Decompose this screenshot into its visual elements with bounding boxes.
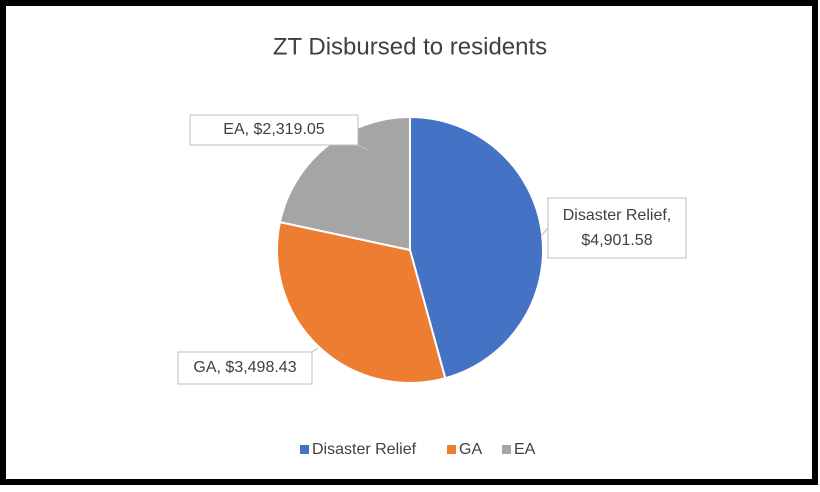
legend-swatch bbox=[447, 445, 456, 454]
legend-label: EA bbox=[514, 441, 536, 458]
pie-slice bbox=[276, 220, 447, 384]
leader-line bbox=[311, 347, 319, 353]
pie-slice bbox=[409, 115, 544, 380]
legend-swatch bbox=[502, 445, 511, 454]
legend-label: Disaster Relief bbox=[312, 441, 417, 458]
legend-swatch bbox=[300, 445, 309, 454]
data-label: Disaster Relief, $4,901.58 bbox=[563, 207, 671, 249]
legend-label: GA bbox=[459, 441, 482, 458]
data-label: EA, $2,319.05 bbox=[223, 121, 325, 138]
data-label-box bbox=[177, 351, 313, 385]
leader-line bbox=[357, 144, 369, 151]
data-label-box bbox=[547, 197, 687, 259]
data-label: GA, $3,498.43 bbox=[193, 359, 296, 376]
leader-line bbox=[540, 227, 549, 237]
pie-slice bbox=[278, 115, 411, 252]
chart-title: ZT Disbursed to residents bbox=[273, 33, 547, 60]
data-label-box bbox=[189, 114, 359, 146]
